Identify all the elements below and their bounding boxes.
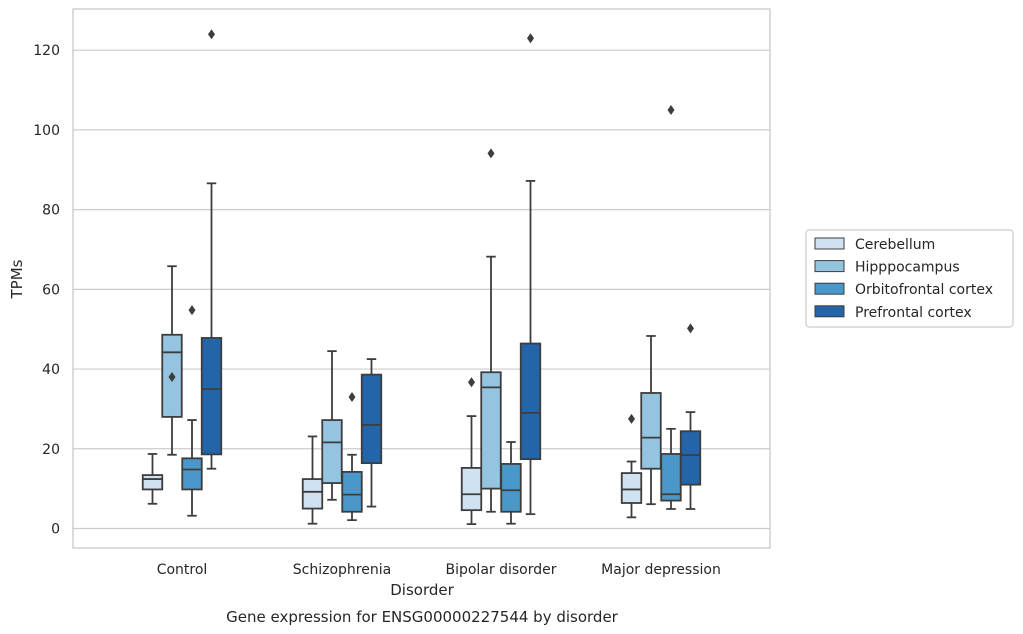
iqr-box <box>500 463 522 513</box>
box-1-2 <box>480 148 502 513</box>
legend-label-1: Hipppocampus <box>855 260 960 276</box>
y-tick-label-0: 0 <box>51 522 60 538</box>
iqr-box <box>620 472 643 504</box>
box-3-3 <box>679 323 702 510</box>
box-0-2 <box>460 377 483 526</box>
outlier-point-0 <box>628 413 635 424</box>
box-1-1 <box>321 350 343 501</box>
y-axis-title: TPMs <box>8 259 26 299</box>
box-3-1 <box>360 358 383 508</box>
x-axis-title: Disorder <box>390 581 454 599</box>
x-tick-label-1: Schizophrenia <box>293 562 391 578</box>
legend-label-0: Cerebellum <box>855 237 935 253</box>
gridlines <box>73 49 770 530</box>
x-tick-label-0: Control <box>157 562 208 578</box>
box-1-3 <box>640 335 662 506</box>
plot-frame <box>72 8 771 549</box>
y-tick-label-120: 120 <box>33 43 60 59</box>
iqr-box <box>141 474 164 491</box>
box-3-2 <box>519 33 542 516</box>
y-tick-label-40: 40 <box>42 362 60 378</box>
y-tick-label-60: 60 <box>42 282 60 298</box>
series-cerebellum <box>141 377 643 526</box>
box-series <box>141 29 702 526</box>
box-0-1 <box>301 435 324 525</box>
legend-frame <box>805 229 1014 328</box>
legend-swatch-1 <box>814 260 845 273</box>
y-tick-label-20: 20 <box>42 442 60 458</box>
box-2-0 <box>181 305 203 517</box>
legend: Cerebellum Hipppocampus Orbitofrontal cort… <box>805 229 1014 328</box>
iqr-box <box>341 470 363 513</box>
outlier-point-0 <box>168 372 176 383</box>
box-3-0 <box>200 29 223 470</box>
outlier-point-0 <box>348 391 356 402</box>
iqr-box <box>360 373 383 465</box>
series-orbitofrontal-cortex <box>181 104 682 525</box>
legend-label-3: Prefrontal cortex <box>855 305 972 321</box>
x-tick-label-3: Major depression <box>601 562 721 578</box>
legend-swatch-0 <box>814 237 845 250</box>
outlier-point-0 <box>527 33 534 44</box>
iqr-box <box>480 371 502 490</box>
y-tick-label-100: 100 <box>33 123 60 139</box>
outlier-point-0 <box>468 377 475 388</box>
iqr-box <box>519 342 542 461</box>
series-hipppocampus <box>161 148 662 513</box>
box-0-3 <box>620 413 643 519</box>
legend-label-2: Orbitofrontal cortex <box>855 282 993 298</box>
y-tick-label-80: 80 <box>42 203 60 219</box>
legend-swatch-3 <box>814 305 845 318</box>
y-axis-ticks: 0 20 40 60 80 100 120 <box>33 43 60 537</box>
iqr-box <box>679 430 702 486</box>
iqr-box <box>181 457 203 491</box>
chart-caption: Gene expression for ENSG00000227544 by d… <box>226 608 619 626</box>
outlier-point-0 <box>208 29 215 40</box>
outlier-point-0 <box>487 148 495 159</box>
box-2-1 <box>341 391 363 522</box>
outlier-point-0 <box>188 305 196 316</box>
iqr-box <box>301 478 324 510</box>
legend-swatch-2 <box>814 282 845 295</box>
box-2-2 <box>500 441 522 525</box>
iqr-box <box>460 467 483 512</box>
iqr-box <box>640 392 662 470</box>
box-2-3 <box>660 104 682 510</box>
outlier-point-0 <box>687 323 694 334</box>
iqr-box <box>200 337 223 456</box>
x-tick-label-2: Bipolar disorder <box>445 562 556 578</box>
series-prefrontal-cortex <box>200 29 702 516</box>
box-1-0 <box>161 265 183 456</box>
x-axis-ticks: Control Schizophrenia Bipolar disorder Majo… <box>157 562 721 578</box>
box-0-0 <box>141 453 164 505</box>
outlier-point-0 <box>667 104 675 115</box>
iqr-box <box>321 419 343 484</box>
